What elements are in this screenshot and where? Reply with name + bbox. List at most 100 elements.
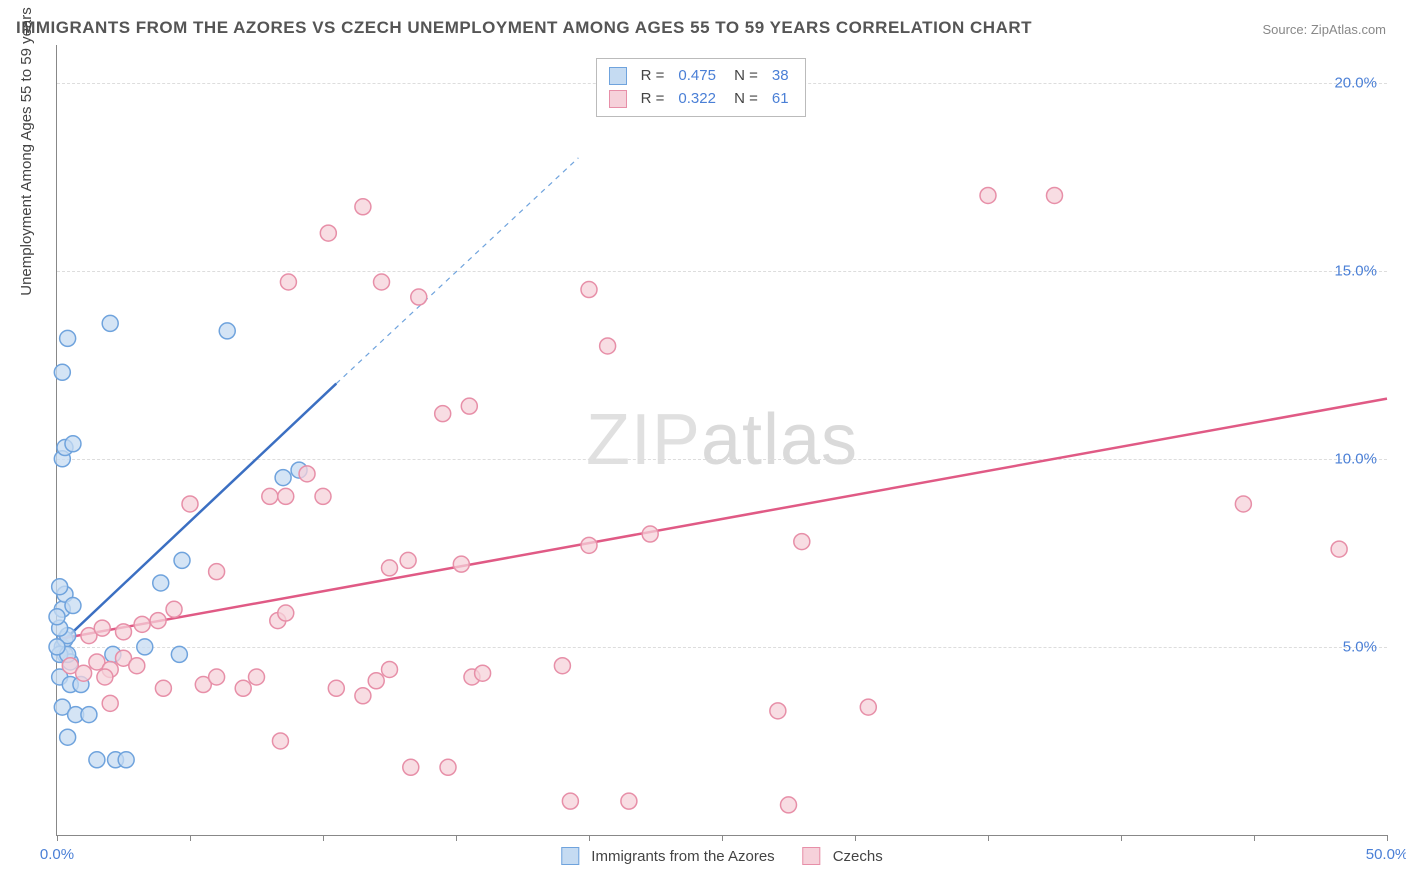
x-tick [190, 835, 191, 841]
data-point [554, 658, 570, 674]
data-point [49, 639, 65, 655]
data-point [129, 658, 145, 674]
data-point [49, 609, 65, 625]
data-point [116, 624, 132, 640]
data-point [150, 613, 166, 629]
data-point [299, 466, 315, 482]
data-point [600, 338, 616, 354]
x-tick [855, 835, 856, 841]
data-point [272, 733, 288, 749]
x-tick [1121, 835, 1122, 841]
x-tick [589, 835, 590, 841]
data-point [860, 699, 876, 715]
legend-stats-row: R =0.475 N =38 [609, 65, 793, 88]
plot-area: ZIPatlas 5.0%10.0%15.0%20.0% 0.0%50.0% R… [56, 45, 1387, 836]
data-point [475, 665, 491, 681]
x-tick [1387, 835, 1388, 841]
legend-stats-box: R =0.475 N =38R =0.322 N =61 [596, 58, 806, 117]
x-tick [323, 835, 324, 841]
data-point [328, 680, 344, 696]
data-point [262, 488, 278, 504]
legend-item: Czechs [803, 847, 883, 865]
y-axis-label: Unemployment Among Ages 55 to 59 years [18, 7, 35, 296]
data-point [155, 680, 171, 696]
data-point [581, 282, 597, 298]
trend-line-dashed [336, 158, 578, 384]
data-point [1235, 496, 1251, 512]
data-point [400, 552, 416, 568]
data-point [65, 598, 81, 614]
data-point [60, 729, 76, 745]
legend-swatch-icon [803, 847, 821, 865]
data-point [102, 315, 118, 331]
legend-swatch-icon [609, 67, 627, 85]
data-point [382, 661, 398, 677]
chart-title: IMMIGRANTS FROM THE AZORES VS CZECH UNEM… [16, 18, 1032, 38]
bottom-legend: Immigrants from the AzoresCzechs [561, 847, 882, 865]
data-point [97, 669, 113, 685]
data-point [461, 398, 477, 414]
data-point [65, 436, 81, 452]
data-point [118, 752, 134, 768]
data-point [174, 552, 190, 568]
data-point [368, 673, 384, 689]
x-tick [456, 835, 457, 841]
source-attribution: Source: ZipAtlas.com [1262, 22, 1386, 37]
data-point [581, 537, 597, 553]
data-point [171, 646, 187, 662]
x-tick-label: 0.0% [40, 846, 74, 863]
legend-stats-row: R =0.322 N =61 [609, 88, 793, 111]
data-point [52, 579, 68, 595]
data-point [209, 564, 225, 580]
data-point [435, 406, 451, 422]
data-point [182, 496, 198, 512]
data-point [137, 639, 153, 655]
data-point [440, 759, 456, 775]
data-point [642, 526, 658, 542]
data-point [320, 225, 336, 241]
data-point [81, 707, 97, 723]
data-point [794, 534, 810, 550]
data-point [1331, 541, 1347, 557]
data-point [89, 752, 105, 768]
data-point [60, 330, 76, 346]
data-point [382, 560, 398, 576]
legend-swatch-icon [609, 90, 627, 108]
data-point [134, 616, 150, 632]
data-point [166, 601, 182, 617]
x-tick [57, 835, 58, 841]
data-point [781, 797, 797, 813]
data-point [102, 695, 118, 711]
data-point [209, 669, 225, 685]
x-tick [722, 835, 723, 841]
data-point [275, 470, 291, 486]
trend-line [57, 399, 1387, 640]
data-point [76, 665, 92, 681]
data-point [315, 488, 331, 504]
data-point [278, 488, 294, 504]
data-point [770, 703, 786, 719]
data-point [249, 669, 265, 685]
data-point [562, 793, 578, 809]
data-point [980, 187, 996, 203]
data-point [411, 289, 427, 305]
x-tick [988, 835, 989, 841]
data-point [219, 323, 235, 339]
x-tick [1254, 835, 1255, 841]
data-point [403, 759, 419, 775]
data-point [54, 364, 70, 380]
scatter-svg [57, 45, 1387, 835]
data-point [235, 680, 251, 696]
data-point [1047, 187, 1063, 203]
x-tick-label: 50.0% [1366, 846, 1406, 863]
trend-line [57, 384, 336, 647]
data-point [355, 688, 371, 704]
data-point [280, 274, 296, 290]
data-point [374, 274, 390, 290]
legend-swatch-icon [561, 847, 579, 865]
data-point [278, 605, 294, 621]
data-point [355, 199, 371, 215]
data-point [453, 556, 469, 572]
data-point [153, 575, 169, 591]
data-point [94, 620, 110, 636]
